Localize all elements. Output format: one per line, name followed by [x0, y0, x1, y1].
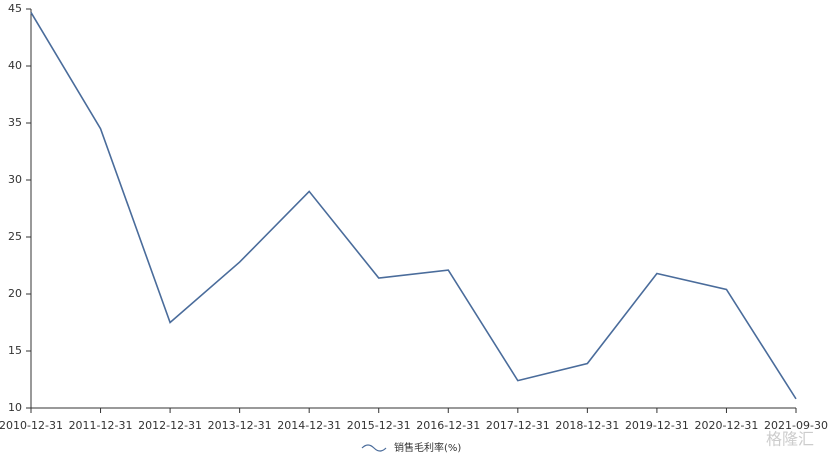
x-tick-label: 2011-12-31: [69, 419, 133, 432]
y-tick-label: 40: [8, 59, 22, 72]
watermark: 格隆汇: [766, 430, 814, 449]
line-series: [30, 12, 797, 400]
x-tick-label: 2018-12-31: [555, 419, 619, 432]
x-tick-label: 2012-12-31: [138, 419, 202, 432]
y-tick-label: 35: [8, 116, 22, 129]
x-tick-label: 2014-12-31: [277, 419, 341, 432]
x-tick-label: 2013-12-31: [208, 419, 272, 432]
x-tick-label: 2015-12-31: [347, 419, 411, 432]
y-tick-label: 10: [8, 401, 22, 414]
y-tick-label: 15: [8, 344, 22, 357]
legend-label: 销售毛利率(%): [394, 441, 461, 454]
x-tick-label: 2020-12-31: [694, 419, 758, 432]
y-tick-label: 30: [8, 173, 22, 186]
y-tick-label: 25: [8, 230, 22, 243]
y-tick-label: 20: [8, 287, 22, 300]
x-tick-label: 2010-12-31: [0, 419, 63, 432]
x-tick-label: 2019-12-31: [625, 419, 689, 432]
x-tick-label: 2016-12-31: [416, 419, 480, 432]
y-tick-label: 45: [8, 2, 22, 15]
x-tick-label: 2017-12-31: [486, 419, 550, 432]
x-tick-label: 2021-09-30: [764, 419, 828, 432]
legend-icon: [361, 444, 387, 452]
